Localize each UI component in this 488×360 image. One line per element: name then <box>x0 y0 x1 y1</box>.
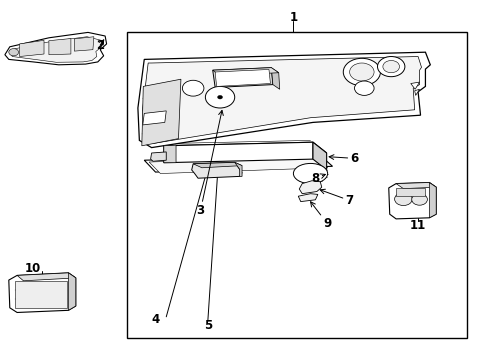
Text: 11: 11 <box>409 219 426 231</box>
Polygon shape <box>298 194 317 202</box>
Polygon shape <box>193 162 242 168</box>
Polygon shape <box>215 69 270 86</box>
Polygon shape <box>144 156 332 172</box>
Bar <box>127 32 466 338</box>
Text: 10: 10 <box>25 262 41 275</box>
Polygon shape <box>414 89 419 95</box>
Polygon shape <box>142 111 166 125</box>
Circle shape <box>9 49 19 56</box>
Circle shape <box>182 80 203 96</box>
Polygon shape <box>234 162 242 176</box>
Text: 2: 2 <box>96 39 104 51</box>
Text: 5: 5 <box>203 319 211 332</box>
Circle shape <box>205 86 234 108</box>
Text: 8: 8 <box>311 172 325 185</box>
Text: 7: 7 <box>320 189 353 207</box>
Polygon shape <box>163 142 312 163</box>
Circle shape <box>354 81 373 95</box>
Polygon shape <box>395 183 435 189</box>
Polygon shape <box>163 145 176 163</box>
Polygon shape <box>68 273 76 310</box>
Bar <box>15 281 67 308</box>
Polygon shape <box>312 142 326 170</box>
Polygon shape <box>163 142 326 157</box>
Polygon shape <box>142 79 181 146</box>
Circle shape <box>382 60 399 73</box>
Polygon shape <box>212 68 278 76</box>
Circle shape <box>394 193 411 206</box>
Bar <box>395 188 425 196</box>
Polygon shape <box>9 273 76 312</box>
Circle shape <box>217 95 222 99</box>
Circle shape <box>349 63 373 81</box>
Text: 9: 9 <box>310 202 331 230</box>
Polygon shape <box>5 32 106 65</box>
Polygon shape <box>428 183 435 218</box>
Polygon shape <box>191 162 242 178</box>
Polygon shape <box>20 40 44 57</box>
Polygon shape <box>212 68 272 87</box>
Polygon shape <box>74 37 94 51</box>
Circle shape <box>411 194 427 205</box>
Text: 1: 1 <box>289 11 297 24</box>
Polygon shape <box>138 52 429 148</box>
Polygon shape <box>410 82 419 89</box>
Circle shape <box>377 57 404 77</box>
Polygon shape <box>17 273 76 281</box>
Polygon shape <box>142 57 421 143</box>
Circle shape <box>343 58 380 86</box>
Polygon shape <box>149 158 327 174</box>
Ellipse shape <box>293 163 327 184</box>
Polygon shape <box>150 152 166 161</box>
Text: 6: 6 <box>328 152 358 165</box>
Text: 3: 3 <box>196 111 223 217</box>
Polygon shape <box>299 181 321 194</box>
Polygon shape <box>388 183 435 219</box>
Polygon shape <box>10 37 102 62</box>
Polygon shape <box>49 39 71 55</box>
Text: 4: 4 <box>151 313 159 326</box>
Polygon shape <box>271 68 279 89</box>
